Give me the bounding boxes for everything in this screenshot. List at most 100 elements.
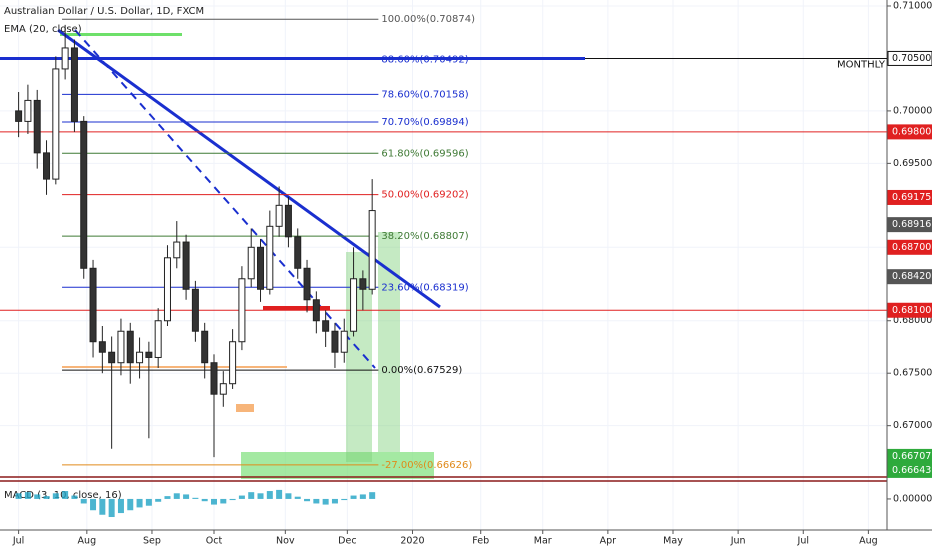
candle-body <box>154 320 162 358</box>
macd-bar <box>183 494 190 499</box>
candle-body <box>331 330 339 353</box>
x-tick-label: Mar <box>534 536 552 547</box>
macd-bar <box>80 498 87 504</box>
macd-bar <box>99 498 106 515</box>
trendline <box>57 28 441 309</box>
price-badge-label: 0.66643 <box>892 465 931 476</box>
x-tick-label: Apr <box>600 536 617 547</box>
candle-body <box>275 204 283 227</box>
x-tick-label: Jul <box>797 536 809 547</box>
candle-body <box>257 246 265 290</box>
x-tick-label: Sep <box>143 536 161 547</box>
fib-label: -27.00%(0.66626) <box>381 460 472 471</box>
x-tick-label: Aug <box>859 536 878 547</box>
price-badge <box>887 217 932 233</box>
candle-body <box>33 99 41 154</box>
x-tick-label: Jun <box>730 536 746 547</box>
price-badge <box>887 124 932 140</box>
macd-bar <box>220 498 227 504</box>
box <box>60 33 182 36</box>
x-tick-label: Aug <box>78 536 97 547</box>
x-tick-label: Feb <box>472 536 489 547</box>
macd-bar <box>136 498 143 508</box>
indicator-label: EMA (20, close) <box>4 24 82 35</box>
macd-bar <box>350 495 357 499</box>
price-badge-label: 0.68700 <box>892 242 931 253</box>
macd-bar <box>145 498 152 506</box>
price-badge <box>887 50 932 66</box>
candle-body <box>136 351 144 364</box>
box <box>236 404 254 412</box>
macd-bar <box>127 498 134 511</box>
y-tick-label: 0.68000 <box>893 315 932 326</box>
candle-body <box>340 330 348 353</box>
candle-body <box>163 257 171 322</box>
macd-bar <box>15 493 22 499</box>
fib-label: 78.60%(0.70158) <box>381 89 468 100</box>
candle-body <box>191 288 199 332</box>
macd-bar <box>62 491 69 499</box>
candle-body <box>303 267 311 301</box>
y-tick-label: 0.00000 <box>893 493 932 504</box>
fib-label: 88.60%(0.70492) <box>381 54 468 65</box>
macd-bar <box>164 496 171 499</box>
price-badge <box>887 269 932 285</box>
x-tick-label: Oct <box>206 536 223 547</box>
x-tick-label: Dec <box>338 536 356 547</box>
macd-bar <box>173 493 180 499</box>
candle-body <box>15 110 23 122</box>
macd-bar <box>248 492 255 499</box>
candle-body <box>368 210 376 290</box>
macd-bar <box>52 493 59 499</box>
macd-bar <box>117 498 124 514</box>
price-badge-label: 0.70500 <box>892 53 931 64</box>
fib-label: 50.00%(0.69202) <box>381 190 468 201</box>
macd-bar <box>276 489 283 499</box>
price-badge <box>887 189 932 205</box>
trendline <box>74 29 376 369</box>
macd-bar <box>285 493 292 499</box>
macd-bar <box>313 498 320 504</box>
fib-label: 38.20%(0.68807) <box>381 231 468 242</box>
x-tick-label: Jul <box>12 536 24 547</box>
candle-body <box>70 47 78 122</box>
candle-body <box>210 362 218 395</box>
price-badge-label: 0.68916 <box>892 219 931 230</box>
candle-body <box>201 330 209 364</box>
macd-bar <box>71 495 78 499</box>
candle-body <box>61 47 69 70</box>
candle-body <box>126 330 134 364</box>
price-badge <box>887 462 932 478</box>
candle-body <box>322 320 330 332</box>
candle-body <box>80 120 88 269</box>
candle-body <box>43 152 51 180</box>
candle-body <box>284 204 292 238</box>
macd-bar <box>155 498 162 502</box>
macd-bar <box>24 492 31 499</box>
macd-bar <box>266 491 273 499</box>
candle-body <box>219 383 227 395</box>
y-tick-label: 0.67500 <box>893 368 932 379</box>
fib-label: 100.00%(0.70874) <box>381 14 475 25</box>
drawings <box>0 28 887 482</box>
x-tick-label: Nov <box>276 536 295 547</box>
candle-body <box>294 236 302 269</box>
candle-body <box>108 351 116 364</box>
macd-bar <box>294 496 301 499</box>
macd-bar <box>257 493 264 499</box>
chart-title: Australian Dollar / U.S. Dollar, 1D, FXC… <box>4 6 204 17</box>
price-badge-label: 0.68420 <box>892 271 931 282</box>
price-badge-label: 0.69175 <box>892 192 931 203</box>
projection <box>378 232 400 452</box>
macd-bar <box>192 497 199 499</box>
price-badge <box>887 302 932 318</box>
macd-bar <box>359 494 366 499</box>
macd-bar <box>229 498 236 501</box>
macd-bar <box>341 498 348 501</box>
macd-bar <box>201 498 208 502</box>
candle-body <box>98 341 106 353</box>
candle-body <box>182 241 190 290</box>
macd-bar <box>108 498 115 518</box>
macd-bar <box>238 495 245 499</box>
